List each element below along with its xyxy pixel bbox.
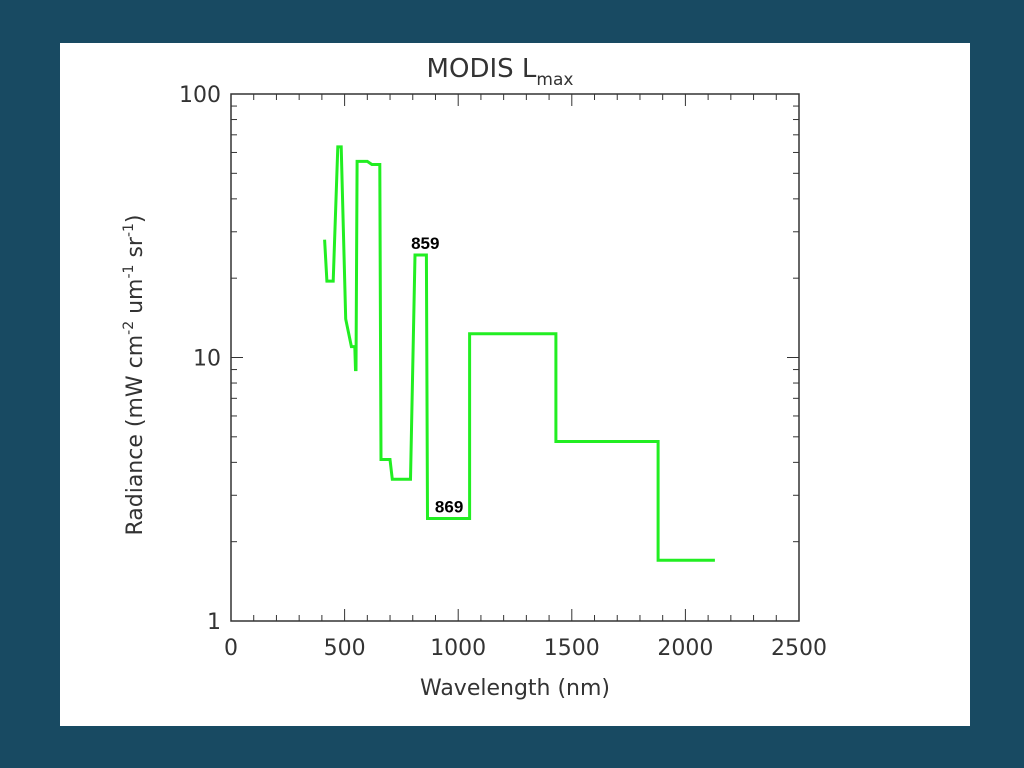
chart-panel: MODIS Lmax 0 500 1000 1500 2000 2500 1 10 100 W… <box>60 43 970 726</box>
chart-title-main: MODIS L <box>427 54 537 84</box>
y-axis-title-sup1: -2 <box>121 321 137 335</box>
annotations: 859 869 <box>411 234 463 516</box>
y-axis-title-close: ) <box>123 214 148 223</box>
y-tick-label: 10 <box>193 347 221 372</box>
plot-area <box>230 93 800 622</box>
x-tick-label: 500 <box>324 636 366 661</box>
annotation-label: 869 <box>435 497 463 516</box>
x-tick-label: 1500 <box>544 636 600 661</box>
chart-title: MODIS Lmax <box>427 54 574 90</box>
y-axis-title-sr: sr <box>123 236 148 264</box>
chart-title-subscript: max <box>536 70 573 90</box>
x-axis: 0 500 1000 1500 2000 2500 <box>224 94 827 661</box>
y-axis-title: Radiance (mW cm-2 um-1 sr-1) <box>121 214 148 535</box>
chart: MODIS Lmax 0 500 1000 1500 2000 2500 1 10 100 W… <box>121 54 827 701</box>
plot-frame <box>230 93 800 622</box>
y-tick-label: 100 <box>179 83 221 108</box>
x-tick-label: 1000 <box>430 636 486 661</box>
y-axis-title-um: um <box>123 278 148 320</box>
x-axis-title: Wavelength (nm) <box>420 676 610 701</box>
x-tick-label: 0 <box>224 636 238 661</box>
x-tick-label: 2500 <box>771 636 827 661</box>
y-axis-title-sup2: -1 <box>121 265 137 279</box>
y-axis-title-sup3: -1 <box>121 223 137 237</box>
y-tick-label: 1 <box>207 610 221 635</box>
series-line <box>323 145 715 562</box>
y-axis-title-main: Radiance (mW cm <box>123 335 148 536</box>
y-axis: 1 10 100 <box>179 83 799 635</box>
annotation-label: 859 <box>411 234 439 253</box>
x-tick-label: 2000 <box>657 636 713 661</box>
